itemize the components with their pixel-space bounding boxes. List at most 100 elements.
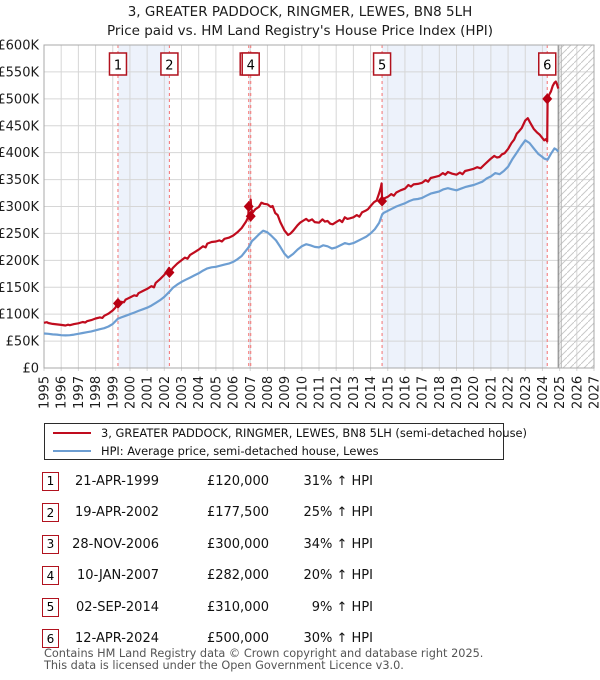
legend-label: HPI: Average price, semi-detached house,… bbox=[101, 443, 379, 458]
x-axis-tick-label: 1996 bbox=[55, 376, 70, 409]
sale-marker-diamond bbox=[377, 195, 388, 207]
series-line-hpi bbox=[43, 139, 560, 337]
y-axis-tick-label: £0 bbox=[22, 362, 39, 377]
x-axis-tick-label: 2009 bbox=[278, 376, 293, 409]
x-axis-tick-label: 2006 bbox=[227, 376, 242, 409]
y-axis-tick-label: £350K bbox=[0, 173, 39, 188]
x-axis-tick-label: 2024 bbox=[536, 376, 551, 409]
sales-table: 1 21-APR-1999 £120,000 31% ↑ HPI 2 19-AP… bbox=[42, 471, 382, 661]
x-axis-tick-label: 2010 bbox=[295, 376, 310, 409]
y-axis-tick-label: £250K bbox=[0, 227, 39, 242]
sale-number-text: 6 bbox=[543, 59, 551, 74]
sale-number-box bbox=[372, 52, 392, 76]
x-axis-tick-label: 2022 bbox=[502, 376, 517, 409]
legend-item-price-paid: 3, GREATER PADDOCK, RINGMER, LEWES, BN8 … bbox=[53, 425, 527, 441]
sale-price: £282,000 bbox=[206, 568, 269, 584]
x-axis-tick-label: 2019 bbox=[450, 376, 465, 409]
legend-item-hpi: HPI: Average price, semi-detached house,… bbox=[53, 443, 503, 459]
sale-number-text: 4 bbox=[247, 59, 255, 74]
sale-date: 28-NOV-2006 bbox=[72, 536, 159, 552]
sale-number-badge: 1 bbox=[42, 471, 59, 491]
sale-price: £500,000 bbox=[206, 631, 269, 647]
sale-date: 21-APR-1999 bbox=[75, 473, 159, 489]
sale-vs-hpi: 25% ↑ HPI bbox=[303, 505, 373, 521]
sale-price: £310,000 bbox=[206, 599, 269, 615]
x-axis-tick-label: 2016 bbox=[398, 376, 413, 409]
sale-date: 19-APR-2002 bbox=[75, 505, 159, 521]
table-row: 6 12-APR-2024 £500,000 30% ↑ HPI bbox=[42, 629, 382, 649]
sale-number-badge: 4 bbox=[42, 566, 59, 586]
sale-number-text: 1 bbox=[114, 59, 122, 74]
sale-price: £300,000 bbox=[206, 536, 269, 552]
sale-price: £177,500 bbox=[206, 505, 269, 521]
y-axis-tick-label: £550K bbox=[0, 65, 39, 80]
sale-number-text: 5 bbox=[378, 59, 386, 74]
future-hatch-region bbox=[558, 45, 594, 368]
plot-frame bbox=[43, 44, 595, 369]
sale-number-badge: 6 bbox=[42, 629, 59, 649]
sale-number-badge: 5 bbox=[42, 597, 59, 617]
x-axis-tick-label: 1997 bbox=[72, 376, 87, 409]
footer-line-2: This data is licensed under the Open Gov… bbox=[44, 658, 404, 672]
sale-number-box bbox=[241, 52, 260, 76]
x-axis-tick-label: 2000 bbox=[123, 376, 138, 409]
sale-number-box bbox=[538, 52, 557, 76]
y-axis-tick-label: £100K bbox=[0, 308, 39, 323]
license-footer: Contains HM Land Registry data © Crown c… bbox=[44, 648, 483, 672]
x-axis-tick-label: 2003 bbox=[175, 376, 190, 409]
x-axis-tick-label: 2017 bbox=[416, 376, 431, 409]
sale-number-badge: 3 bbox=[42, 534, 59, 554]
sale-marker-diamond bbox=[112, 297, 123, 309]
y-axis-tick-label: £200K bbox=[0, 254, 39, 269]
x-axis-tick-label: 2004 bbox=[192, 376, 207, 409]
y-axis-tick-label: £400K bbox=[0, 146, 39, 161]
x-axis-tick-label: 2015 bbox=[381, 376, 396, 409]
sale-marker-diamond bbox=[164, 266, 175, 278]
series-line-price-paid bbox=[43, 80, 560, 327]
sale-marker-diamond bbox=[542, 93, 553, 105]
sale-vs-hpi: 9% ↑ HPI bbox=[311, 599, 373, 615]
x-axis-tick-label: 2002 bbox=[158, 376, 173, 409]
chart-content: 123456£0£50K£100K£150K£200K£250K£300K£35… bbox=[0, 39, 600, 410]
x-axis-tick-label: 2026 bbox=[570, 376, 585, 409]
y-axis-tick-label: £50K bbox=[6, 335, 40, 350]
page-subtitle: Price paid vs. HM Land Registry's House … bbox=[107, 23, 493, 39]
x-axis-tick-label: 2013 bbox=[347, 376, 362, 409]
table-row: 5 02-SEP-2014 £310,000 9% ↑ HPI bbox=[42, 597, 382, 617]
x-axis-tick-label: 2021 bbox=[484, 376, 499, 409]
sale-vs-hpi: 20% ↑ HPI bbox=[303, 568, 373, 584]
sale-price: £120,000 bbox=[206, 473, 269, 489]
x-axis-tick-label: 2014 bbox=[364, 376, 379, 409]
x-axis-tick-label: 2023 bbox=[519, 376, 534, 409]
chart-legend: 3, GREATER PADDOCK, RINGMER, LEWES, BN8 … bbox=[44, 423, 527, 460]
x-axis-tick-label: 2001 bbox=[141, 376, 156, 409]
sale-number-badge: 2 bbox=[42, 503, 59, 523]
x-axis-tick-label: 2018 bbox=[433, 376, 448, 409]
sale-vs-hpi: 30% ↑ HPI bbox=[303, 631, 373, 647]
x-axis-tick-label: 2020 bbox=[467, 376, 482, 409]
hpi-line-swatch bbox=[53, 449, 91, 452]
table-row: 4 10-JAN-2007 £282,000 20% ↑ HPI bbox=[42, 566, 382, 586]
x-axis-tick-label: 2007 bbox=[244, 376, 259, 409]
legend-label: 3, GREATER PADDOCK, RINGMER, LEWES, BN8 … bbox=[101, 425, 527, 440]
price-paid-line-swatch bbox=[53, 431, 91, 434]
table-row: 2 19-APR-2002 £177,500 25% ↑ HPI bbox=[42, 503, 382, 523]
sale-date: 12-APR-2024 bbox=[75, 631, 159, 647]
page-title: 3, GREATER PADDOCK, RINGMER, LEWES, BN8 … bbox=[127, 4, 473, 20]
x-axis-tick-label: 2008 bbox=[261, 376, 276, 409]
x-axis-tick-label: 2011 bbox=[313, 376, 328, 409]
x-axis-tick-label: 2027 bbox=[588, 376, 600, 409]
y-axis-tick-label: £500K bbox=[0, 92, 39, 107]
sale-vs-hpi: 34% ↑ HPI bbox=[303, 536, 373, 552]
sale-number-box bbox=[160, 52, 179, 76]
sale-number-text: 2 bbox=[165, 59, 173, 74]
table-row: 3 28-NOV-2006 £300,000 34% ↑ HPI bbox=[42, 534, 382, 554]
x-axis-tick-label: 1998 bbox=[89, 376, 104, 409]
sale-vs-hpi: 31% ↑ HPI bbox=[303, 473, 373, 489]
sale-date: 10-JAN-2007 bbox=[77, 568, 159, 584]
sale-number-box bbox=[108, 52, 128, 76]
y-axis-tick-label: £300K bbox=[0, 200, 39, 215]
chart-titles: 3, GREATER PADDOCK, RINGMER, LEWES, BN8 … bbox=[0, 3, 600, 41]
sale-marker-diamond bbox=[245, 210, 256, 222]
